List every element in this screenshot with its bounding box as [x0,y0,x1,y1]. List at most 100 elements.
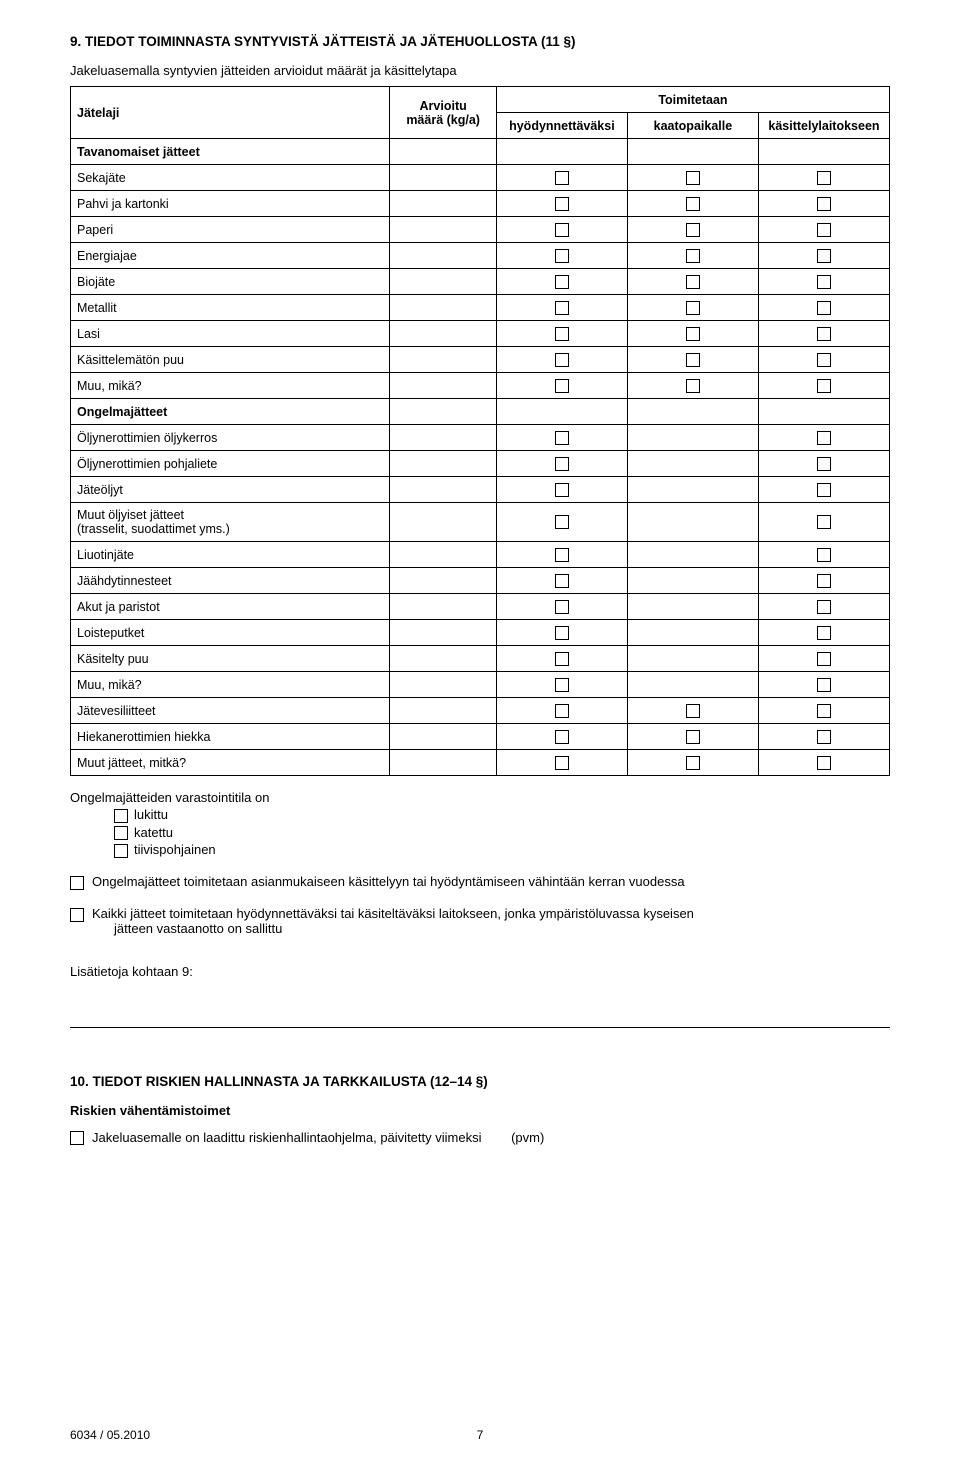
checkbox-icon[interactable] [114,826,128,840]
table-cell-checkbox [627,243,758,269]
checkbox-icon[interactable] [555,379,569,393]
table-row-label: Jäähdytinnesteet [71,568,390,594]
table-row-label: Öljynerottimien pohjaliete [71,451,390,477]
checkbox-icon[interactable] [817,483,831,497]
checkbox-icon[interactable] [555,626,569,640]
checkbox-icon[interactable] [817,678,831,692]
checkbox-icon[interactable] [686,223,700,237]
checkbox-icon[interactable] [817,301,831,315]
checkbox-icon[interactable] [555,704,569,718]
checkbox-icon[interactable] [817,379,831,393]
checkbox-icon[interactable] [555,652,569,666]
table-row-label: Metallit [71,295,390,321]
table-cell-checkbox [627,503,758,542]
checkbox-icon[interactable] [686,275,700,289]
checkbox-icon[interactable] [817,600,831,614]
statement-2a: Kaikki jätteet toimitetaan hyödynnettävä… [92,906,694,921]
checkbox-icon[interactable] [555,223,569,237]
table-row-label: Muut öljyiset jätteet (trasselit, suodat… [71,503,390,542]
risk-statement: Jakeluasemalle on laadittu riskienhallin… [70,1130,890,1146]
checkbox-icon[interactable] [555,548,569,562]
table-cell-checkbox [496,698,627,724]
checkbox-icon[interactable] [817,548,831,562]
checkbox-icon[interactable] [555,730,569,744]
checkbox-icon[interactable] [70,908,84,922]
checkbox-icon[interactable] [555,678,569,692]
checkbox-icon[interactable] [686,353,700,367]
checkbox-icon[interactable] [817,249,831,263]
checkbox-icon[interactable] [555,301,569,315]
checkbox-icon[interactable] [817,197,831,211]
checkbox-icon[interactable] [817,457,831,471]
checkbox-icon[interactable] [686,301,700,315]
checkbox-icon[interactable] [686,249,700,263]
table-cell [390,568,496,594]
table-cell [390,477,496,503]
table-cell-checkbox [496,295,627,321]
col-jatelaji: Jätelaji [71,87,390,139]
table-row-label: Muut jätteet, mitkä? [71,750,390,776]
checkbox-icon[interactable] [817,431,831,445]
table-row-label: Pahvi ja kartonki [71,191,390,217]
checkbox-icon[interactable] [817,171,831,185]
checkbox-icon[interactable] [555,327,569,341]
table-cell [390,139,496,165]
checkbox-icon[interactable] [817,515,831,529]
section9-intro: Jakeluasemalla syntyvien jätteiden arvio… [70,63,890,78]
checkbox-icon[interactable] [686,171,700,185]
table-row-label: Muu, mikä? [71,373,390,399]
table-cell [390,620,496,646]
checkbox-icon[interactable] [817,730,831,744]
statement-1: Ongelmajätteet toimitetaan asianmukaisee… [70,874,890,890]
checkbox-icon[interactable] [686,756,700,770]
table-cell-checkbox [758,321,889,347]
checkbox-icon[interactable] [555,171,569,185]
checkbox-icon[interactable] [817,626,831,640]
checkbox-icon[interactable] [555,483,569,497]
table-cell [390,347,496,373]
table-category: Tavanomaiset jätteet [71,139,390,165]
checkbox-icon[interactable] [555,756,569,770]
table-row-label: Akut ja paristot [71,594,390,620]
checkbox-icon[interactable] [817,704,831,718]
table-cell-checkbox [496,568,627,594]
checkbox-icon[interactable] [555,457,569,471]
table-row-label: Käsitelty puu [71,646,390,672]
table-cell-checkbox [627,542,758,568]
checkbox-icon[interactable] [817,327,831,341]
checkbox-icon[interactable] [555,197,569,211]
checkbox-icon[interactable] [817,756,831,770]
checkbox-icon[interactable] [70,876,84,890]
checkbox-icon[interactable] [817,275,831,289]
table-cell-checkbox [496,243,627,269]
checkbox-icon[interactable] [686,730,700,744]
checkbox-icon[interactable] [70,1131,84,1145]
checkbox-icon[interactable] [114,844,128,858]
checkbox-icon[interactable] [114,809,128,823]
checkbox-icon[interactable] [686,704,700,718]
checkbox-icon[interactable] [817,353,831,367]
checkbox-icon[interactable] [555,353,569,367]
checkbox-icon[interactable] [555,249,569,263]
checkbox-icon[interactable] [686,327,700,341]
checkbox-icon[interactable] [555,574,569,588]
checkbox-icon[interactable] [555,431,569,445]
table-row-label: Hiekanerottimien hiekka [71,724,390,750]
table-row-label: Jäteöljyt [71,477,390,503]
checkbox-icon[interactable] [555,515,569,529]
table-cell [390,269,496,295]
checkbox-icon[interactable] [817,652,831,666]
table-cell-checkbox [627,646,758,672]
table-cell [390,724,496,750]
checkbox-icon[interactable] [817,223,831,237]
storage-option: lukittu [114,807,890,823]
statement-2-text: Kaikki jätteet toimitetaan hyödynnettävä… [92,906,852,936]
checkbox-icon[interactable] [686,197,700,211]
checkbox-icon[interactable] [817,574,831,588]
section10-sub: Riskien vähentämistoimet [70,1103,890,1118]
checkbox-icon[interactable] [555,275,569,289]
table-cell [390,542,496,568]
table-row-label: Liuotinjäte [71,542,390,568]
checkbox-icon[interactable] [555,600,569,614]
checkbox-icon[interactable] [686,379,700,393]
